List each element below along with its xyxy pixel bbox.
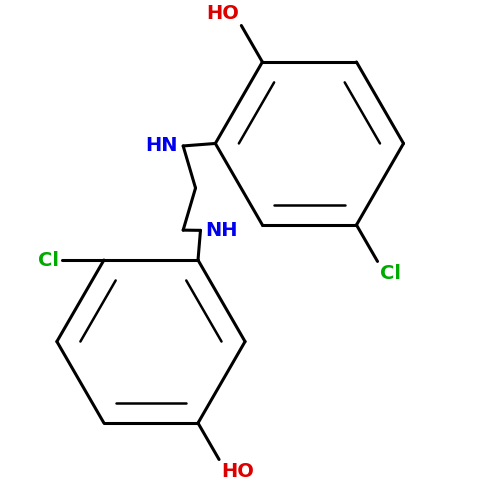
Text: Cl: Cl [38, 250, 60, 270]
Text: HO: HO [222, 462, 254, 481]
Text: HO: HO [206, 4, 239, 23]
Text: NH: NH [206, 221, 238, 240]
Text: HN: HN [146, 136, 178, 156]
Text: Cl: Cl [380, 264, 401, 283]
